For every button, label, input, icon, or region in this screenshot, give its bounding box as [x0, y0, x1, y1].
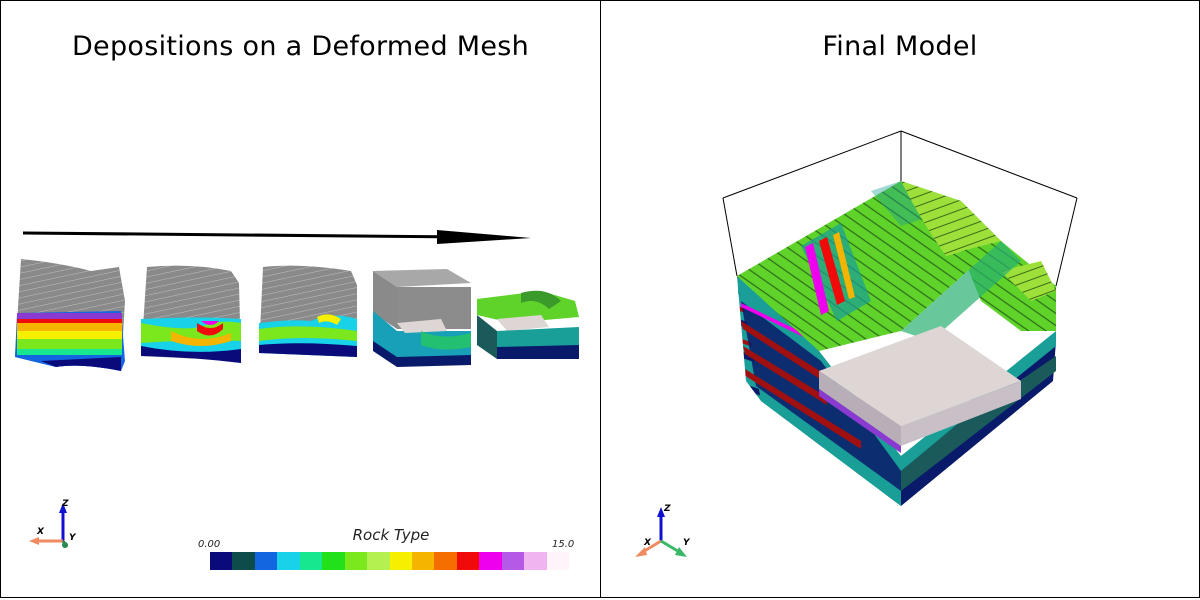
right-axis-y-label: Y: [683, 538, 690, 548]
colorbar-max-label: 15.0: [552, 539, 575, 550]
colorbar-swatch: [254, 552, 278, 570]
colorbar-swatch: [299, 552, 323, 570]
right-orientation-axes: [635, 507, 687, 557]
colorbar-swatch: [367, 552, 390, 570]
colorbar-swatch: [232, 552, 255, 570]
colorbar-swatch: [277, 552, 300, 570]
colorbar-swatch: [210, 552, 233, 570]
deposition-block-3: [259, 265, 357, 357]
left-orientation-axes: [29, 503, 69, 548]
colorbar-swatch: [344, 552, 368, 570]
left-axis-y-label: Y: [69, 533, 76, 543]
left-panel-title: Depositions on a Deformed Mesh: [71, 31, 530, 62]
right-axis-x-label: X: [644, 538, 651, 548]
colorbar-swatch: [411, 552, 435, 570]
colorbar-swatch: [546, 552, 569, 570]
left-render-panel[interactable]: Depositions on a Deformed Mesh: [0, 0, 601, 598]
deposition-block-1: [15, 259, 125, 371]
right-axis-z-label: Z: [664, 504, 671, 514]
deposition-block-5: [477, 290, 579, 359]
model-top-surface: [737, 181, 1056, 351]
colorbar-min-label: 0.00: [198, 539, 221, 550]
colorbar-swatch: [524, 552, 547, 570]
left-axis-x-label: X: [37, 527, 44, 537]
deposition-sequence-view: [15, 230, 579, 548]
model-platform: [819, 326, 1021, 453]
bounding-box-front: [722, 197, 1078, 287]
deposition-block-4: [373, 269, 471, 367]
colorbar-swatch: [322, 552, 345, 570]
colorbar-swatch: [389, 552, 412, 570]
time-arrow: [22, 230, 531, 244]
final-model-view: [635, 130, 1078, 557]
rock-type-colorbar: [210, 552, 569, 570]
colorbar-title: Rock Type: [352, 526, 430, 544]
colorbar-swatch: [434, 552, 457, 570]
deposition-block-2: [141, 265, 241, 363]
colorbar-swatch: [479, 552, 502, 570]
colorbar-swatch: [501, 552, 525, 570]
left-axis-z-label: Z: [62, 499, 69, 509]
right-panel-title: Final Model: [822, 31, 978, 62]
colorbar-swatch: [456, 552, 480, 570]
right-render-panel[interactable]: Final Model: [600, 0, 1200, 598]
